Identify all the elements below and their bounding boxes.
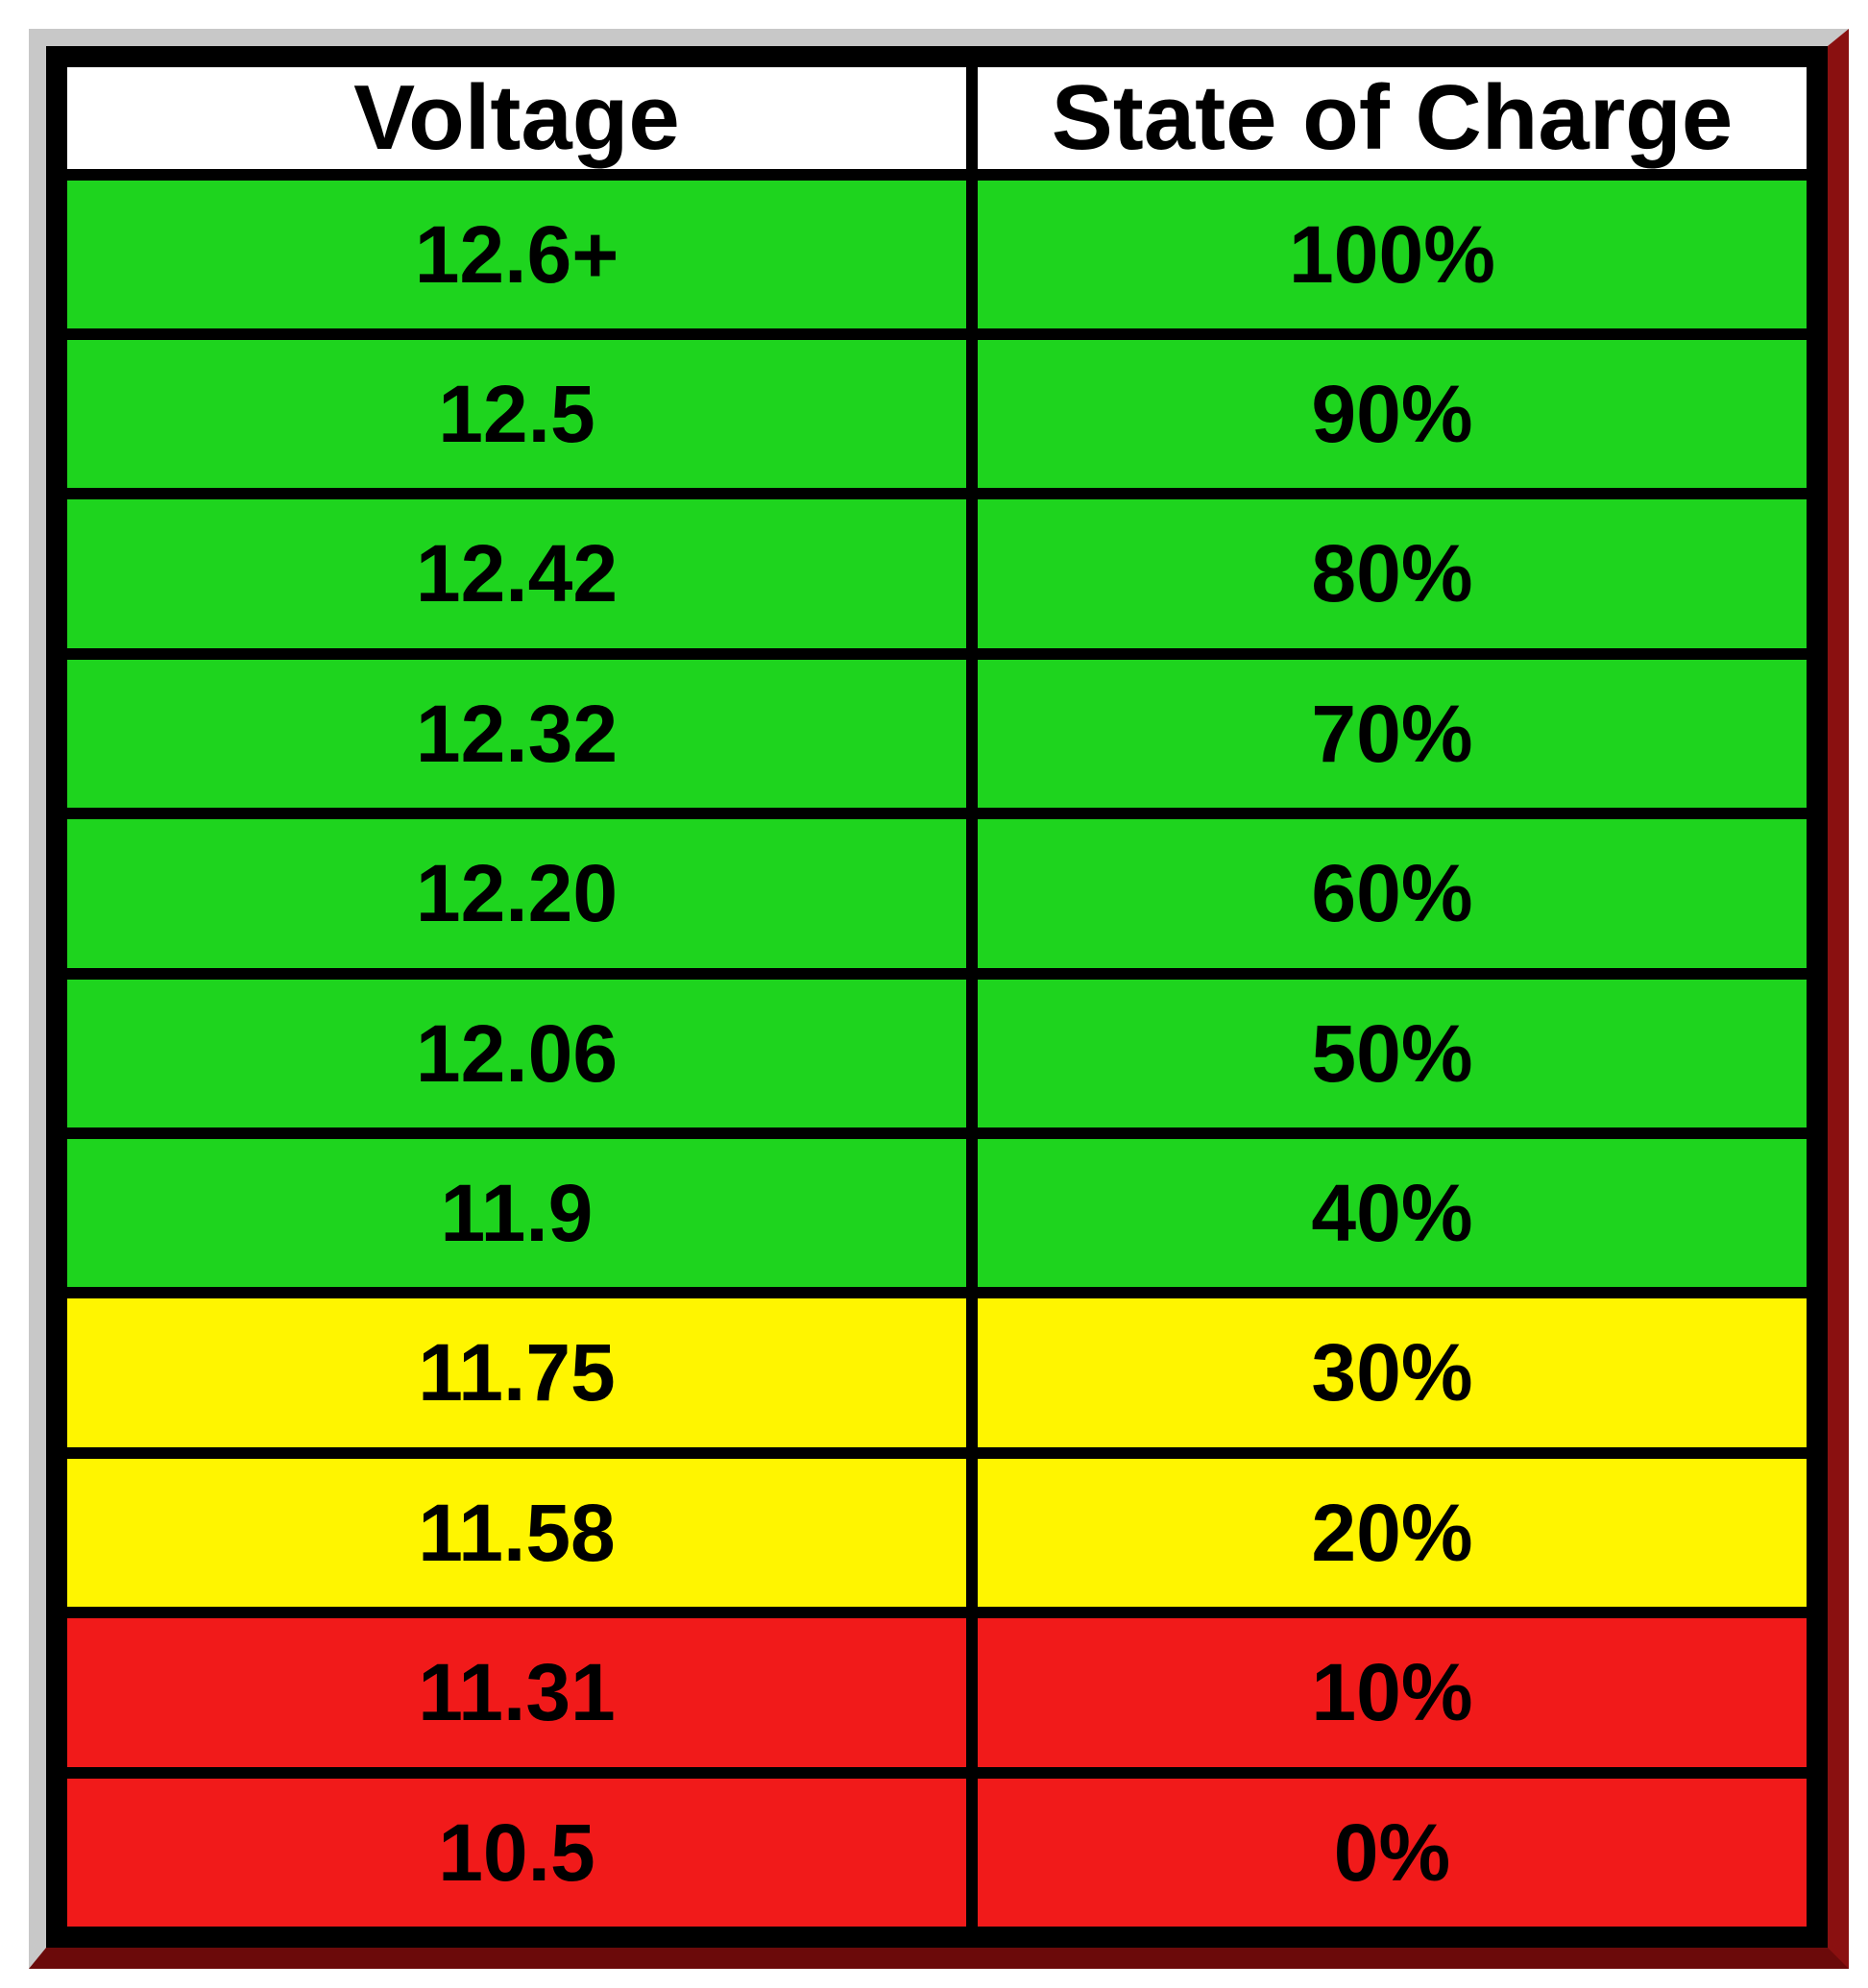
col-header-soc: State of Charge	[972, 61, 1812, 175]
cell-soc: 30%	[972, 1293, 1812, 1452]
soc-table: Voltage State of Charge 12.6+ 100% 12.5 …	[56, 56, 1818, 1938]
cell-voltage: 12.32	[61, 654, 972, 813]
cell-voltage: 11.31	[61, 1612, 972, 1772]
cell-soc: 40%	[972, 1133, 1812, 1293]
cell-voltage: 12.42	[61, 494, 972, 653]
cell-soc: 100%	[972, 175, 1812, 334]
cell-voltage: 11.58	[61, 1453, 972, 1612]
cell-voltage: 11.75	[61, 1293, 972, 1452]
cell-soc: 50%	[972, 974, 1812, 1133]
cell-soc: 80%	[972, 494, 1812, 653]
cell-voltage: 11.9	[61, 1133, 972, 1293]
table-header-row: Voltage State of Charge	[61, 61, 1812, 175]
table-row: 12.5 90%	[61, 334, 1812, 494]
cell-soc: 90%	[972, 334, 1812, 494]
table-row: 12.42 80%	[61, 494, 1812, 653]
cell-voltage: 12.20	[61, 813, 972, 973]
cell-voltage: 10.5	[61, 1773, 972, 1933]
table-row: 12.06 50%	[61, 974, 1812, 1133]
cell-soc: 60%	[972, 813, 1812, 973]
table-row: 10.5 0%	[61, 1773, 1812, 1933]
col-header-voltage: Voltage	[61, 61, 972, 175]
cell-voltage: 12.5	[61, 334, 972, 494]
cell-soc: 20%	[972, 1453, 1812, 1612]
table-row: 12.20 60%	[61, 813, 1812, 973]
table-row: 11.58 20%	[61, 1453, 1812, 1612]
table-row: 11.75 30%	[61, 1293, 1812, 1452]
cell-voltage: 12.06	[61, 974, 972, 1133]
chart-bevel: Voltage State of Charge 12.6+ 100% 12.5 …	[29, 29, 1849, 1969]
table-row: 11.9 40%	[61, 1133, 1812, 1293]
table-row: 12.6+ 100%	[61, 175, 1812, 334]
table-body: 12.6+ 100% 12.5 90% 12.42 80% 12.32 70% …	[61, 175, 1812, 1932]
chart-frame: Voltage State of Charge 12.6+ 100% 12.5 …	[0, 0, 1868, 1988]
cell-soc: 10%	[972, 1612, 1812, 1772]
cell-soc: 70%	[972, 654, 1812, 813]
table-row: 11.31 10%	[61, 1612, 1812, 1772]
table-row: 12.32 70%	[61, 654, 1812, 813]
cell-voltage: 12.6+	[61, 175, 972, 334]
cell-soc: 0%	[972, 1773, 1812, 1933]
